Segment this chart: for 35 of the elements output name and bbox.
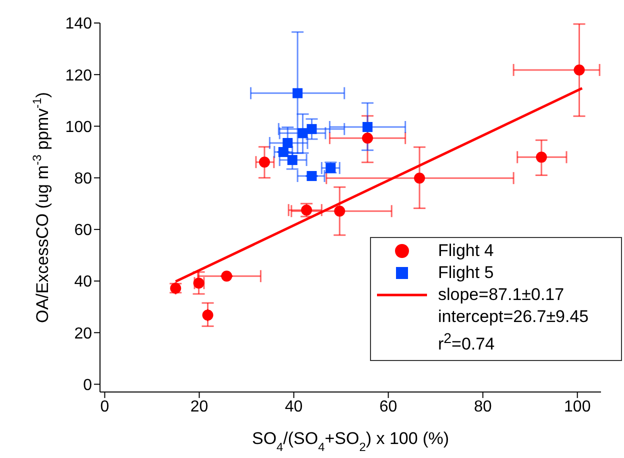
- legend-label: Flight 5: [438, 262, 494, 284]
- annotation: r$^{2}$=0.74: [438, 330, 496, 356]
- x-tick-label: 0: [100, 398, 110, 416]
- point: [362, 122, 373, 132]
- y-tick-label: 140: [65, 16, 92, 33]
- point: [287, 155, 298, 166]
- point: [362, 132, 374, 144]
- y-tick-label: 100: [65, 118, 92, 136]
- point: [292, 88, 303, 98]
- point: [536, 152, 547, 163]
- x-tick-label: 60: [379, 398, 398, 416]
- x-tick-label: 100: [564, 398, 591, 416]
- x-tick-label: 40: [284, 398, 303, 416]
- point: [334, 206, 346, 217]
- y-tick-label: 60: [74, 222, 92, 240]
- y-tick-label: 40: [74, 274, 92, 291]
- x-tick-label: 20: [190, 398, 208, 416]
- point: [306, 171, 317, 182]
- point: [221, 270, 232, 282]
- y-tick-label: 20: [74, 325, 92, 342]
- x-tick-label: 80: [474, 398, 492, 416]
- y-tick-label: 0: [83, 376, 92, 394]
- point: [202, 310, 214, 321]
- point: [298, 128, 308, 138]
- legend-label: Flight 4: [438, 240, 494, 262]
- annotation: intercept=26.7±9.45: [438, 306, 590, 328]
- x-axis-title: SO$_{4}$/(SO$_{4}$+SO$_{2}$) x 100 (%): [252, 429, 450, 454]
- y-tick-label: 80: [74, 170, 92, 188]
- point: [574, 64, 585, 76]
- point: [414, 172, 426, 184]
- point: [306, 124, 317, 134]
- point: [258, 156, 270, 168]
- point: [282, 138, 293, 148]
- y-tick-label: 120: [65, 67, 92, 84]
- legend-label: slope=87.1±0.17: [438, 284, 564, 306]
